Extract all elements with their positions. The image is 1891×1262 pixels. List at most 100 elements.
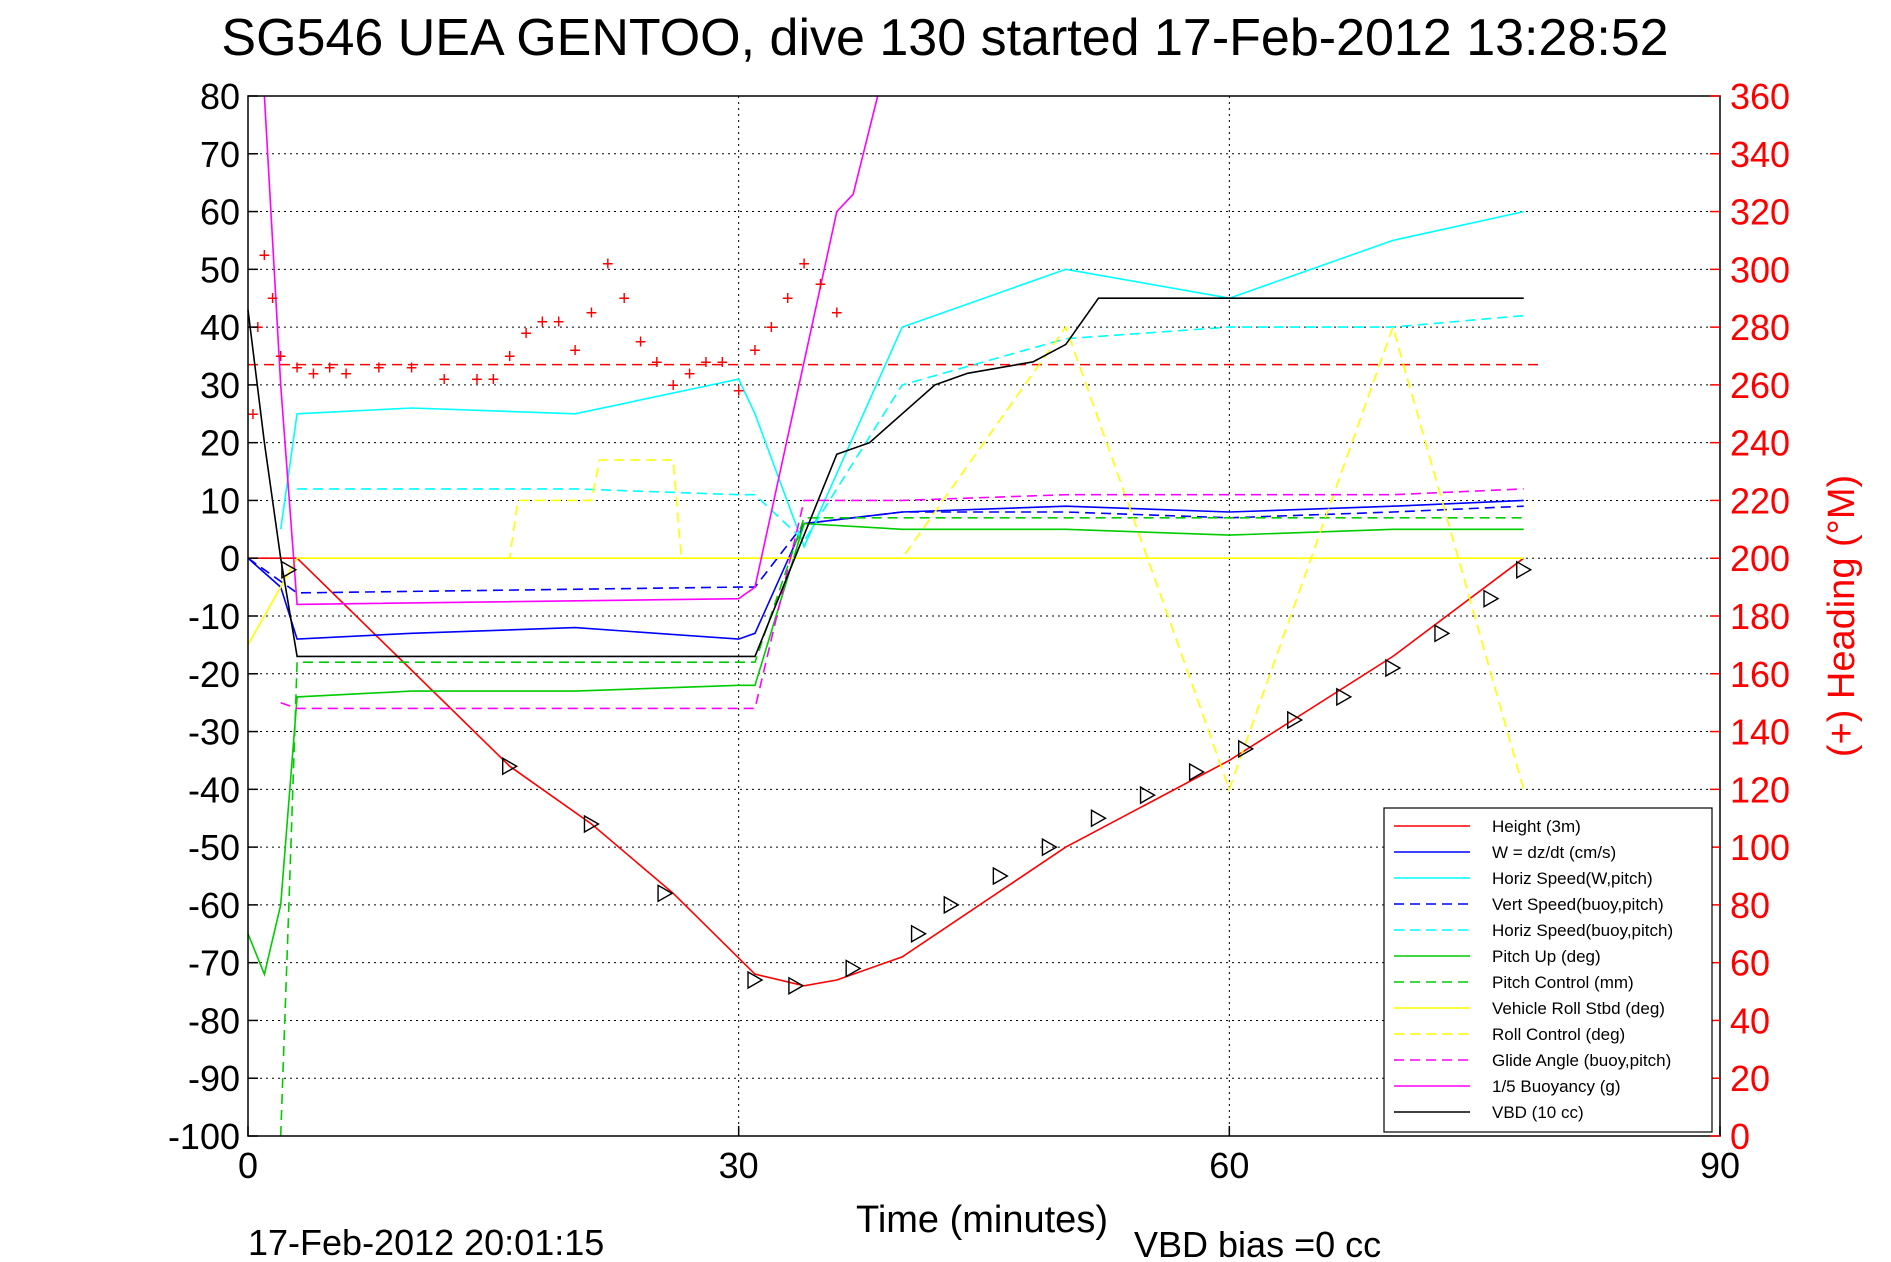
y-tick-label: -10	[188, 596, 240, 637]
depth-marker	[910, 924, 927, 943]
y2-tick-label: 60	[1730, 943, 1770, 984]
y2-tick-label: 0	[1730, 1116, 1750, 1157]
series-line	[297, 324, 1525, 792]
legend-label: Vehicle Roll Stbd (deg)	[1492, 999, 1665, 1018]
x-tick-label: 90	[1700, 1145, 1740, 1186]
series-line	[247, 505, 1524, 594]
heading-marker: +	[798, 254, 810, 276]
axis-ticks: 0 30 60 90-100-90-80-70-60-50-40-30-20-1001…	[168, 76, 1790, 1186]
y-tick-label: 30	[200, 365, 240, 406]
y2-axis-label: (+) Heading (°M)	[1821, 475, 1863, 757]
heading-marker: +	[487, 369, 499, 391]
depth-marker	[845, 959, 862, 978]
series-line	[247, 522, 1524, 977]
depth-marker	[1516, 560, 1533, 579]
y-tick-label: 20	[200, 423, 240, 464]
heading-marker: +	[308, 363, 320, 385]
heading-marker: +	[749, 340, 761, 362]
heading-marker: +	[373, 358, 385, 380]
legend-label: Pitch Control (mm)	[1492, 973, 1634, 992]
y2-tick-label: 160	[1730, 654, 1790, 695]
timestamp: 17-Feb-2012 20:01:15	[248, 1222, 604, 1262]
heading-marker: +	[782, 288, 794, 310]
heading-marker: +	[618, 288, 630, 310]
depth-marker	[943, 895, 960, 915]
y2-tick-label: 200	[1730, 538, 1790, 579]
heading-marker: +	[569, 340, 581, 362]
y2-tick-label: 280	[1730, 307, 1790, 348]
heading-marker: +	[267, 288, 279, 310]
depth-marker	[788, 976, 805, 995]
heading-marker: +	[291, 358, 303, 380]
legend-label: Horiz Speed(buoy,pitch)	[1492, 921, 1673, 940]
series-line	[279, 516, 1524, 1137]
y2-tick-label: 300	[1730, 249, 1790, 290]
x-tick-label: 0	[238, 1145, 258, 1186]
heading-marker: +	[275, 346, 287, 368]
heading-marker: +	[406, 358, 418, 380]
chart-title: SG546 UEA GENTOO, dive 130 started 17-Fe…	[221, 9, 1668, 67]
y-tick-label: 60	[200, 192, 240, 233]
series-line	[247, 499, 1524, 640]
y-tick-label: -40	[188, 769, 240, 810]
y-tick-label: -100	[168, 1116, 240, 1157]
legend-label: 1/5 Buoyancy (g)	[1492, 1077, 1621, 1096]
heading-marker: +	[766, 317, 778, 339]
depth-marker	[1237, 739, 1255, 759]
heading-marker: +	[471, 369, 483, 391]
series-line	[263, 95, 879, 606]
y-tick-label: -70	[188, 943, 240, 984]
depth-marker	[1041, 837, 1058, 857]
y2-tick-label: 240	[1730, 423, 1790, 464]
legend-label: Roll Control (deg)	[1492, 1025, 1625, 1044]
heading-marker: +	[537, 311, 549, 333]
y2-tick-label: 20	[1730, 1058, 1770, 1099]
heading-marker: +	[252, 317, 264, 339]
y-tick-label: -80	[188, 1000, 240, 1041]
y2-tick-label: 340	[1730, 134, 1790, 175]
legend-label: W = dz/dt (cm/s)	[1492, 843, 1616, 862]
vbd-bias: VBD bias =0 cc	[1134, 1224, 1381, 1262]
depth-marker	[1434, 624, 1451, 643]
y-tick-label: 70	[200, 134, 240, 175]
heading-marker: +	[553, 311, 565, 333]
legend-label: Pitch Up (deg)	[1492, 947, 1601, 966]
y-tick-label: -90	[188, 1058, 240, 1099]
y-tick-label: -50	[188, 827, 240, 868]
legend-box	[1383, 807, 1713, 1133]
depth-marker	[747, 970, 764, 990]
depth-marker	[281, 560, 298, 579]
depth-markers	[281, 560, 1533, 995]
x-tick-label: 60	[1209, 1145, 1249, 1186]
heading-marker: +	[667, 375, 679, 397]
legend-label: Vert Speed(buoy,pitch)	[1492, 895, 1664, 914]
legend-label: Horiz Speed(W,pitch)	[1492, 869, 1653, 888]
legend: Height (3m) W = dz/dt (cm/s) Horiz Speed(W…	[1383, 807, 1713, 1133]
y-tick-label: 10	[200, 480, 240, 521]
heading-marker: +	[815, 274, 827, 296]
depth-marker	[992, 866, 1009, 886]
heading-marker: +	[700, 352, 712, 374]
heading-marker: +	[520, 323, 532, 345]
series-line	[279, 210, 1524, 549]
y2-tick-label: 360	[1730, 76, 1790, 117]
y2-tick-label: 140	[1730, 712, 1790, 753]
heading-marker: +	[733, 381, 745, 403]
y-tick-label: -60	[188, 885, 240, 926]
depth-marker	[1483, 589, 1500, 608]
heading-marker: +	[247, 404, 259, 426]
heading-marker: +	[684, 363, 696, 385]
heading-marker: +	[586, 303, 598, 325]
series-line	[280, 488, 1524, 710]
y2-tick-label: 180	[1730, 596, 1790, 637]
heading-marker: +	[340, 363, 352, 385]
y2-tick-label: 320	[1730, 192, 1790, 233]
y2-tick-label: 80	[1730, 885, 1770, 926]
y-tick-label: 50	[200, 249, 240, 290]
heading-marker: +	[651, 352, 663, 374]
heading-marker: +	[438, 369, 450, 391]
heading-marker: +	[259, 245, 271, 267]
heading-marker: +	[716, 352, 728, 374]
heading-marker: +	[831, 303, 843, 325]
